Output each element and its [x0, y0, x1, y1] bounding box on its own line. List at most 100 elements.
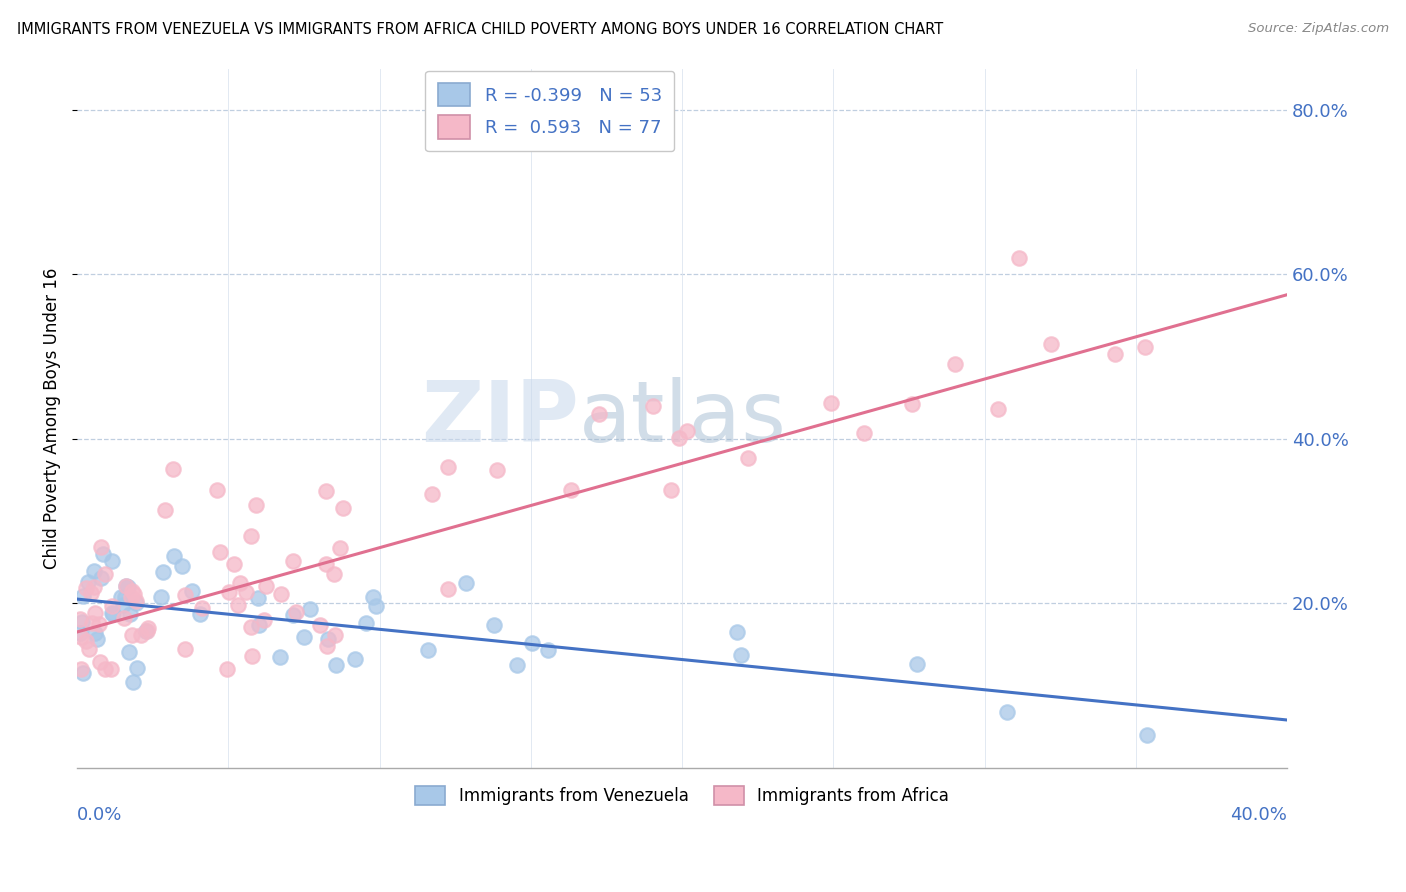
- Point: [180, 583, 202, 598]
- Point: [127, 660, 149, 674]
- Point: [226, 598, 249, 612]
- Point: [72, 589, 94, 603]
- Point: [240, 649, 263, 664]
- Point: [69, 631, 91, 645]
- Point: [222, 557, 245, 571]
- Point: [207, 483, 229, 497]
- Point: [309, 618, 332, 632]
- Point: [80, 586, 103, 600]
- Point: [93, 566, 115, 581]
- Point: [269, 649, 291, 664]
- Point: [323, 627, 346, 641]
- Point: [118, 645, 141, 659]
- Point: [1136, 728, 1159, 742]
- Point: [505, 657, 527, 672]
- Point: [129, 627, 152, 641]
- Point: [89, 655, 111, 669]
- Point: [117, 580, 139, 594]
- Point: [75, 582, 97, 596]
- Point: [121, 628, 143, 642]
- Point: [329, 541, 352, 556]
- Point: [239, 529, 262, 543]
- Point: [124, 596, 146, 610]
- Point: [315, 558, 337, 572]
- Point: [75, 634, 97, 648]
- Point: [485, 463, 508, 477]
- Point: [163, 549, 186, 563]
- Point: [124, 593, 146, 607]
- Point: [90, 540, 112, 554]
- Point: [101, 607, 124, 621]
- Point: [325, 658, 347, 673]
- Point: [995, 705, 1018, 719]
- Y-axis label: Child Poverty Among Boys Under 16: Child Poverty Among Boys Under 16: [44, 268, 60, 569]
- Point: [114, 579, 136, 593]
- Point: [1133, 340, 1156, 354]
- Point: [84, 606, 107, 620]
- Point: [588, 407, 610, 421]
- Point: [668, 432, 690, 446]
- Text: 0.0%: 0.0%: [77, 806, 122, 824]
- Point: [416, 643, 439, 657]
- Point: [285, 605, 308, 619]
- Text: ZIP: ZIP: [422, 376, 579, 459]
- Point: [484, 617, 506, 632]
- Point: [136, 621, 159, 635]
- Point: [77, 575, 100, 590]
- Point: [69, 625, 91, 640]
- Point: [217, 662, 239, 676]
- Point: [905, 657, 928, 671]
- Point: [247, 617, 270, 632]
- Text: IMMIGRANTS FROM VENEZUELA VS IMMIGRANTS FROM AFRICA CHILD POVERTY AMONG BOYS UND: IMMIGRANTS FROM VENEZUELA VS IMMIGRANTS …: [17, 22, 943, 37]
- Point: [188, 607, 211, 622]
- Point: [354, 616, 377, 631]
- Point: [93, 662, 115, 676]
- Point: [162, 462, 184, 476]
- Point: [86, 632, 108, 647]
- Point: [115, 579, 138, 593]
- Point: [229, 576, 252, 591]
- Point: [90, 571, 112, 585]
- Point: [283, 554, 305, 568]
- Point: [315, 639, 337, 653]
- Point: [366, 599, 388, 614]
- Point: [77, 642, 100, 657]
- Point: [254, 579, 277, 593]
- Point: [173, 642, 195, 657]
- Point: [122, 587, 145, 601]
- Point: [149, 591, 172, 605]
- Point: [70, 662, 93, 676]
- Point: [1104, 347, 1126, 361]
- Point: [101, 599, 124, 614]
- Point: [218, 584, 240, 599]
- Point: [174, 588, 197, 602]
- Text: Source: ZipAtlas.com: Source: ZipAtlas.com: [1249, 22, 1389, 36]
- Point: [737, 451, 759, 466]
- Point: [676, 424, 699, 438]
- Point: [235, 585, 257, 599]
- Point: [100, 662, 122, 676]
- Point: [315, 483, 337, 498]
- Point: [281, 607, 304, 622]
- Point: [135, 624, 157, 638]
- Point: [270, 587, 292, 601]
- Point: [436, 460, 458, 475]
- Point: [322, 567, 344, 582]
- Point: [114, 590, 136, 604]
- Point: [121, 584, 143, 599]
- Point: [1039, 337, 1062, 351]
- Point: [208, 545, 231, 559]
- Text: atlas: atlas: [579, 376, 787, 459]
- Point: [80, 616, 103, 631]
- Point: [253, 614, 276, 628]
- Point: [136, 624, 159, 638]
- Point: [91, 547, 114, 561]
- Point: [83, 580, 105, 594]
- Point: [153, 503, 176, 517]
- Point: [537, 643, 560, 657]
- Point: [725, 625, 748, 640]
- Point: [110, 591, 132, 605]
- Point: [103, 607, 125, 621]
- Point: [456, 576, 478, 591]
- Point: [420, 487, 443, 501]
